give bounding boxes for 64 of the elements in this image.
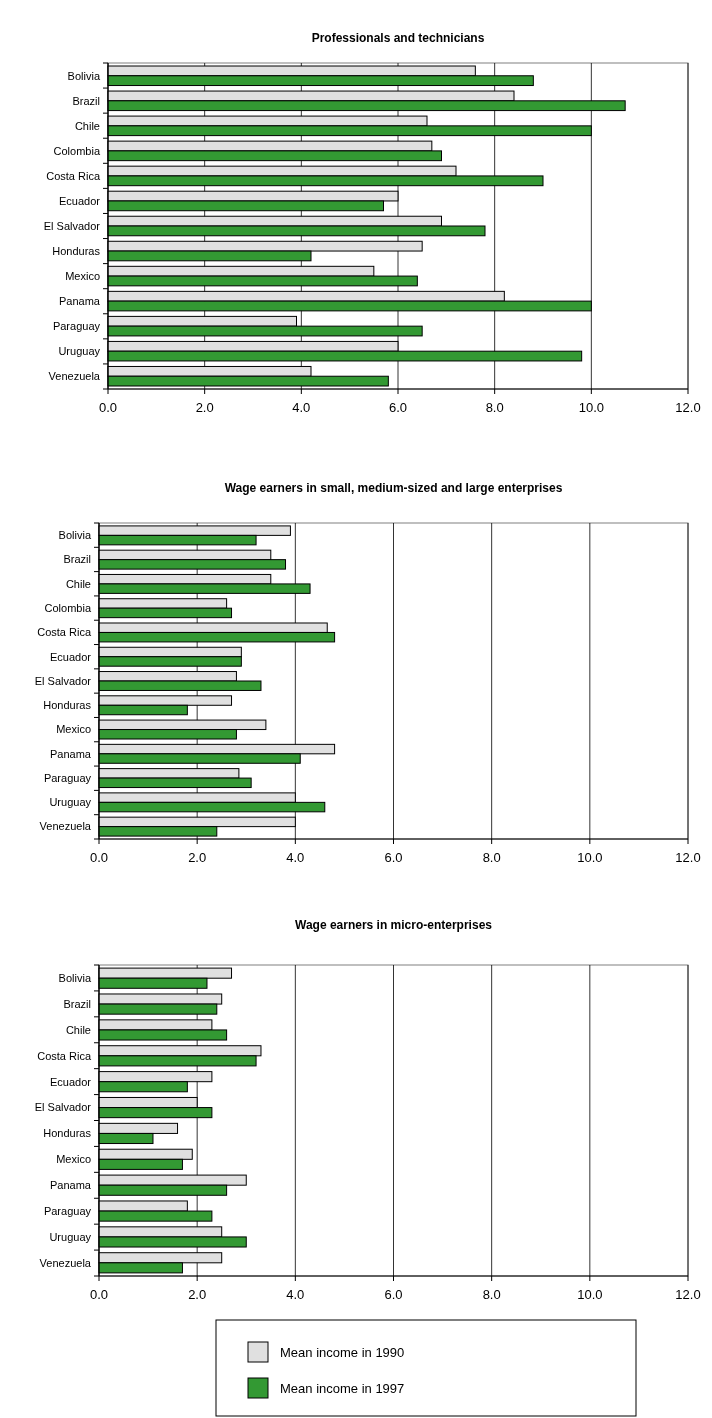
x-tick-label: 8.0 [482,850,501,865]
y-tick-label: Bolivia [58,972,92,985]
x-tick-label: 6.0 [384,1287,403,1302]
y-tick-label: Mexico [56,1153,91,1166]
x-tick-label: 6.0 [388,400,408,415]
y-tick-label: Bolivia [58,529,92,542]
chart-title: Professionals and technicians [311,31,485,45]
y-tick-label: Costa Rica [37,626,92,639]
y-tick-label: Uruguay [49,796,92,809]
y-tick-label: Bolivia [67,69,101,82]
x-tick-label: 12.0 [675,850,701,865]
y-tick-label: Chile [65,577,91,590]
y-tick-label: Paraguay [43,771,92,784]
y-tick-label: Colombia [53,144,101,157]
y-tick-label: Ecuador [50,650,92,663]
x-tick-label: 2.0 [188,850,207,865]
x-tick-label: 12.0 [675,1287,701,1302]
legend-label: Mean income in 1997 [280,1380,405,1396]
y-tick-label: Brazil [63,997,91,1010]
x-tick-label: 6.0 [384,850,403,865]
x-tick-label: 10.0 [577,850,603,865]
x-tick-label: 12.0 [675,400,701,415]
y-tick-label: Honduras [43,699,92,712]
x-tick-label: 8.0 [482,1287,501,1302]
x-tick-label: 2.0 [188,1287,207,1302]
y-tick-label: Honduras [43,1127,92,1140]
chart-title: Wage earners in small, medium-sized and large enterprises [224,481,563,495]
y-tick-label: Panama [59,294,101,307]
y-tick-label: Chile [65,1023,91,1036]
y-tick-label: El Salvador [34,674,92,687]
y-tick-label: Ecuador [59,194,101,207]
x-tick-label: 4.0 [286,850,305,865]
y-tick-label: Paraguay [43,1204,92,1217]
y-tick-label: Mexico [56,723,91,736]
x-tick-label: 2.0 [195,400,214,415]
y-tick-label: Venezuela [48,370,101,383]
y-tick-label: Uruguay [49,1230,92,1243]
y-tick-label: Panama [50,1179,92,1192]
y-tick-label: Mexico [65,269,100,282]
y-tick-label: Ecuador [50,1075,92,1088]
y-tick-label: Brazil [72,94,100,107]
y-tick-label: Panama [50,747,92,760]
x-tick-label: 8.0 [485,400,504,415]
x-tick-label: 0.0 [98,400,118,415]
y-tick-label: Brazil [63,553,91,566]
y-tick-label: Chile [74,119,100,132]
x-tick-label: 10.0 [577,1287,603,1302]
y-tick-label: Costa Rica [37,1049,92,1062]
y-tick-label: El Salvador [34,1101,92,1114]
y-tick-label: Venezuela [39,820,92,833]
chart-title: Wage earners in micro-enterprises [295,918,493,932]
y-tick-label: Costa Rica [46,169,101,182]
x-tick-label: 0.0 [89,850,109,865]
y-tick-label: Paraguay [52,320,101,332]
y-tick-label: Colombia [44,602,92,615]
x-tick-label: 0.0 [89,1287,109,1302]
x-tick-label: 4.0 [292,400,311,415]
y-tick-label: Honduras [52,244,101,257]
x-tick-label: 4.0 [286,1287,305,1302]
y-tick-label: Venezuela [39,1256,92,1269]
y-tick-label: Uruguay [58,345,101,358]
y-tick-label: El Salvador [43,219,101,232]
x-tick-label: 10.0 [578,400,604,415]
legend-label: Mean income in 1990 [280,1344,405,1360]
